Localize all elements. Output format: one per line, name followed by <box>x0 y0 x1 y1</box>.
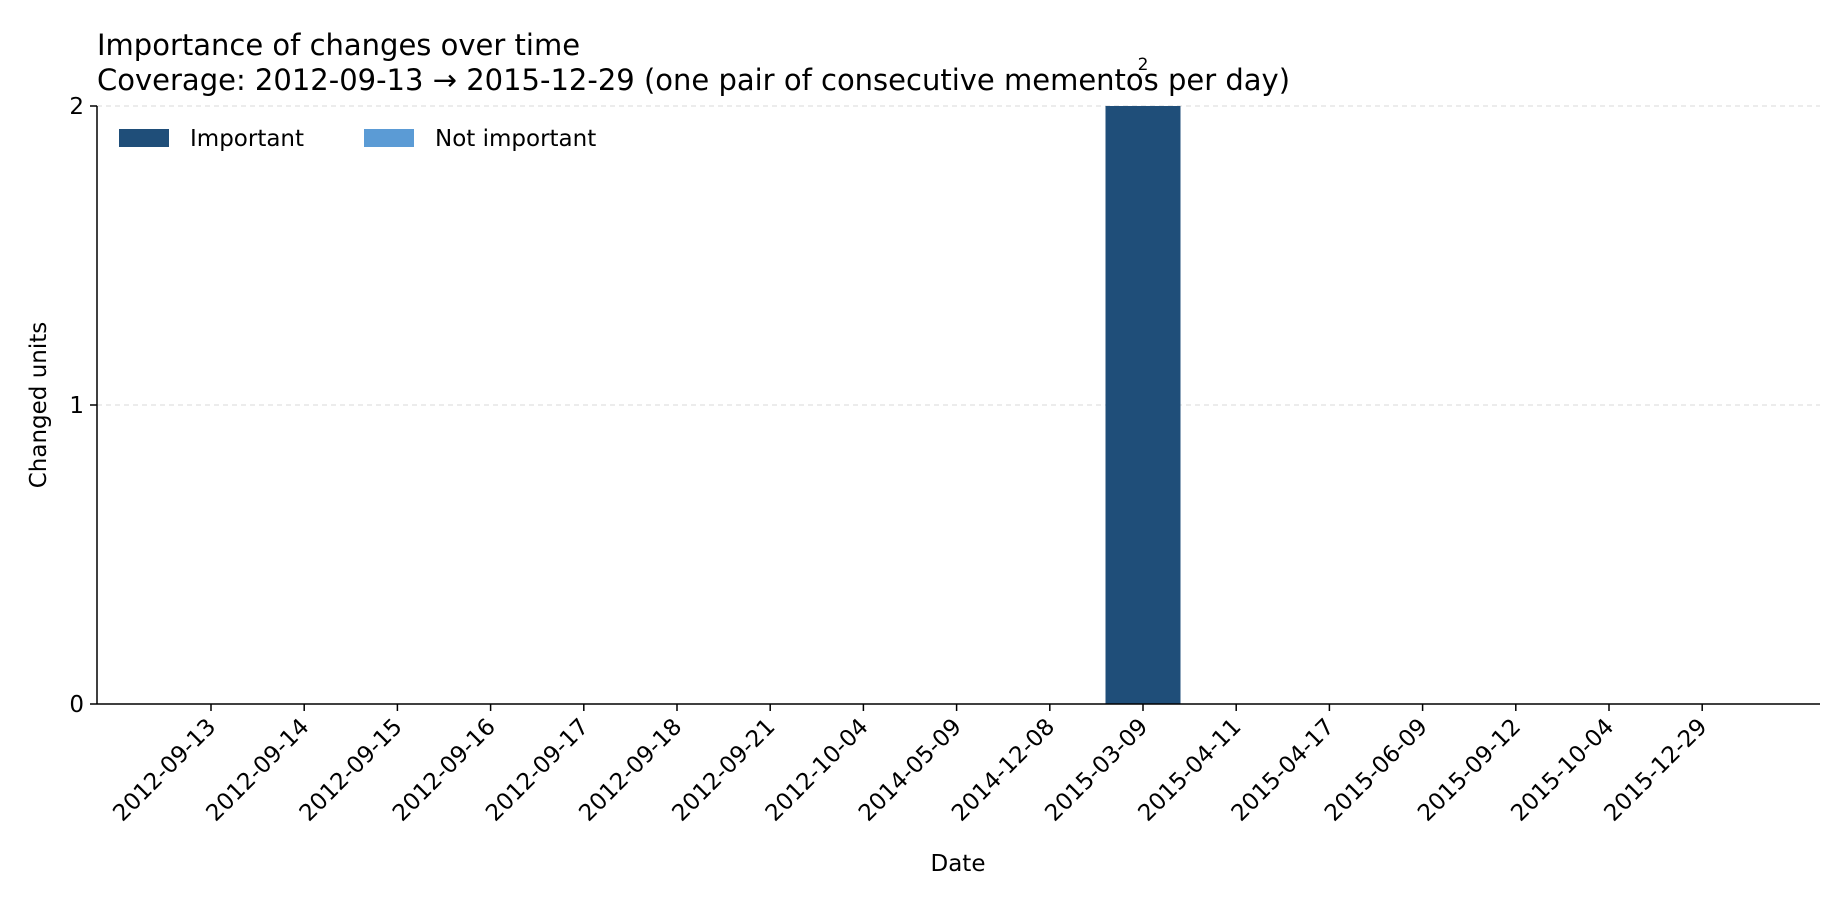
x-axis-label: Date <box>931 851 986 877</box>
y-ticks: 0 1 2 <box>69 94 97 718</box>
gridlines <box>97 105 1820 406</box>
legend-swatch <box>119 129 169 147</box>
legend-label: Important <box>190 126 304 152</box>
chart-title: Importance of changes over time <box>97 28 580 62</box>
y-tick-label: 1 <box>69 393 84 419</box>
bar-important <box>1105 106 1181 704</box>
x-ticks: 2012-09-132012-09-142012-09-152012-09-16… <box>108 704 1712 827</box>
chart-subtitle: Coverage: 2012-09-13 → 2015-12-29 (one p… <box>97 63 1290 97</box>
legend: Important Not important <box>119 126 596 152</box>
y-tick-label: 0 <box>69 692 84 718</box>
y-tick-label: 2 <box>69 94 84 120</box>
axes <box>96 106 1820 705</box>
legend-swatch <box>364 129 414 147</box>
y-axis-label: Changed units <box>26 322 52 489</box>
legend-label: Not important <box>435 126 596 152</box>
data-label: 2 <box>1138 55 1149 75</box>
data-labels: 2 <box>1138 55 1149 75</box>
bars <box>1105 106 1181 704</box>
